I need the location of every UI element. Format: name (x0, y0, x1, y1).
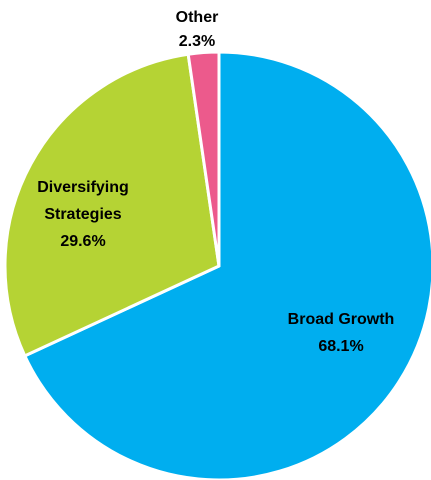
diversifying-name-label-line2: Strategies (44, 206, 121, 223)
other-name-label: Other (176, 9, 219, 26)
pie-slice-diversifying-strategies (3, 52, 221, 358)
pie-slice-broad-growth (23, 50, 431, 480)
broad-growth-value-label: 68.1% (318, 338, 363, 355)
diversifying-value-label: 29.6% (60, 233, 105, 250)
broad-growth-name-label: Broad Growth (288, 311, 395, 328)
pie-slice-other (186, 50, 221, 268)
diversifying-name-label-line1: Diversifying (37, 179, 129, 196)
pie-slices (3, 50, 431, 480)
other-value-label: 2.3% (179, 33, 215, 50)
